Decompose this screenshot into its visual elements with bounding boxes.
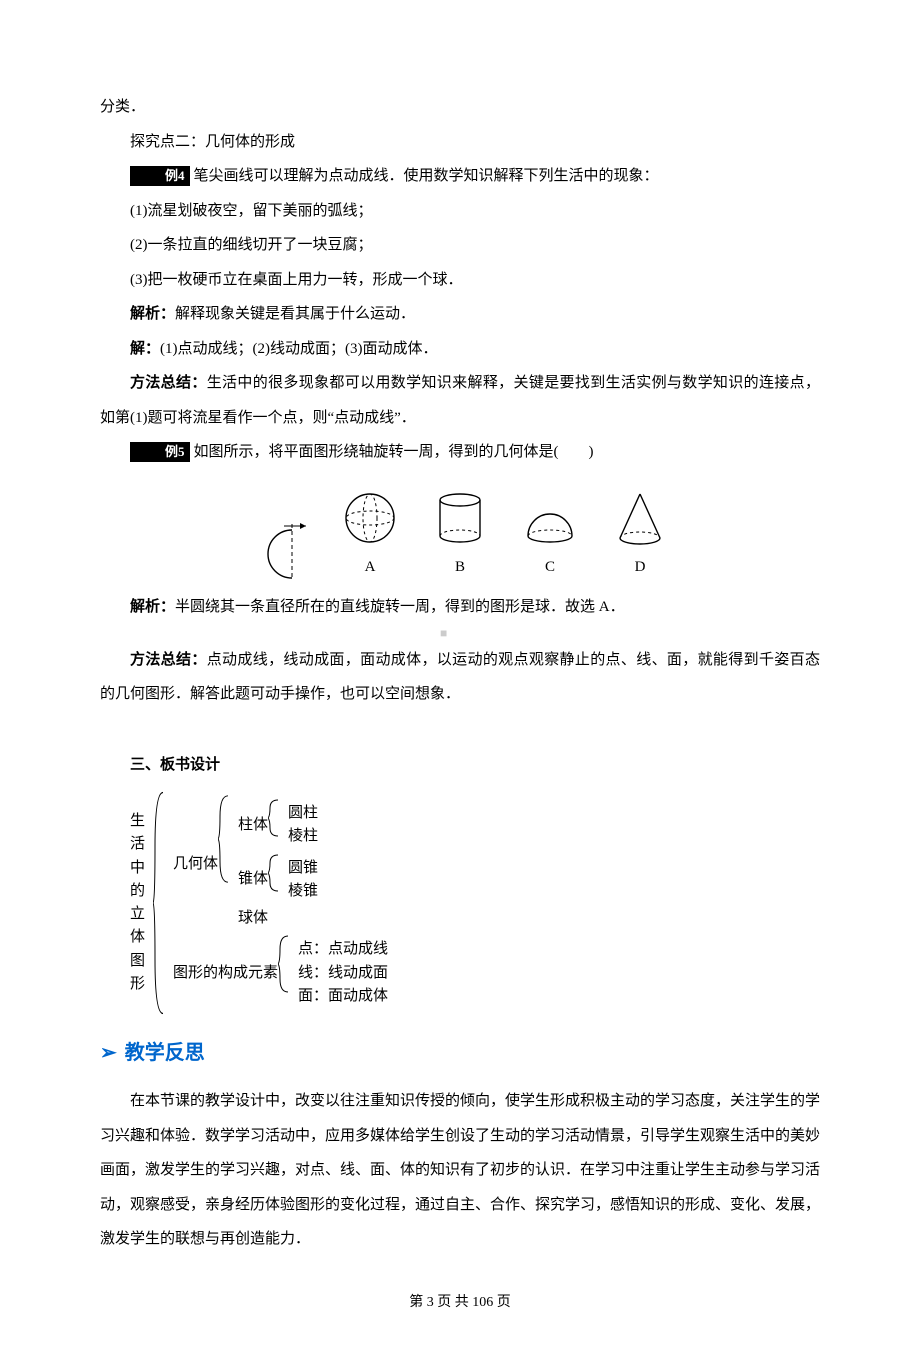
tree-leaf: 棱锥 [280, 880, 318, 903]
semicircle-icon [250, 520, 310, 584]
footer-total: 106 [472, 1295, 493, 1310]
tree-level-3: 圆柱 棱柱 [280, 798, 318, 853]
method-summary-2: 方法总结：点动成线，线动成面，面动成体，以运动的观点观察静止的点、线、面，就能得… [100, 643, 820, 712]
tree-level-2: 柱体 圆柱 棱柱 锥体 圆锥 棱锥 [230, 794, 318, 934]
tree-leaf: 圆锥 [280, 857, 318, 880]
footer-page: 3 [427, 1295, 434, 1310]
figure-original [250, 520, 310, 584]
root-char: 的 [130, 880, 145, 903]
root-char: 图 [130, 950, 145, 973]
figure-d: D [610, 488, 670, 585]
analysis-2: 解析：半圆绕其一条直径所在的直线旋转一周，得到的图形是球．故选 A． [100, 590, 820, 625]
solution-text: (1)点动成线；(2)线动成面；(3)面动成体． [160, 341, 437, 357]
page-footer: 第 3 页 共 106 页 [100, 1287, 820, 1319]
method-label: 方法总结： [130, 375, 207, 391]
node-label: 柱体 [238, 814, 268, 837]
tree-leaf: 线：线动成面 [290, 962, 388, 985]
tree-level-3: 圆锥 棱锥 [280, 853, 318, 908]
root-char: 立 [130, 903, 145, 926]
root-char: 生 [130, 810, 145, 833]
root-char: 体 [130, 926, 145, 949]
triangle-icon: ➢ [100, 1030, 117, 1076]
example-text: 如图所示，将平面图形绕轴旋转一周，得到的几何体是( ) [194, 444, 594, 460]
spacer [100, 712, 820, 730]
tree-leaf: 圆柱 [280, 802, 318, 825]
heading-subtopic: 探究点二：几何体的形成 [100, 125, 820, 160]
analysis-label: 解析： [130, 306, 175, 322]
tree-diagram: 生 活 中 的 立 体 图 形 几何体 柱体 圆柱 [130, 790, 820, 1016]
figure-label: A [340, 550, 400, 585]
figure-label: C [520, 550, 580, 585]
solution-label: 解： [130, 341, 160, 357]
footer-text: 页 共 [434, 1295, 473, 1310]
brace-icon [268, 853, 280, 893]
tree-node-column: 柱体 圆柱 棱柱 [230, 798, 318, 853]
tree-level-1: 几何体 柱体 圆柱 棱柱 锥体 [165, 790, 388, 1016]
node-label: 图形的构成元素 [173, 962, 278, 985]
cylinder-icon [430, 488, 490, 548]
brace-icon [153, 790, 165, 1016]
figure-label: B [430, 550, 490, 585]
tree-leaf: 棱柱 [280, 825, 318, 848]
example-marker: 例4 [130, 166, 190, 186]
root-char: 形 [130, 973, 145, 996]
method-text: 点动成线，线动成面，面动成体，以运动的观点观察静止的点、线、面，就能得到千姿百态… [100, 652, 820, 703]
item-2: (2)一条拉直的细线切开了一块豆腐； [100, 228, 820, 263]
tree-leaf: 点：点动成线 [290, 938, 388, 961]
brace-icon [268, 798, 280, 838]
figure-c: C [520, 498, 580, 585]
tree-leaf-sphere: 球体 [230, 907, 318, 930]
node-label: 几何体 [173, 853, 218, 876]
footer-text: 第 [409, 1295, 427, 1310]
example-5: 例5如图所示，将平面图形绕轴旋转一周，得到的几何体是( ) [100, 435, 820, 470]
tree-node-body: 几何体 柱体 圆柱 棱柱 锥体 [165, 794, 388, 934]
example-marker: 例5 [130, 442, 190, 462]
reflection-body: 在本节课的教学设计中，改变以往注重知识传授的倾向，使学生形成积极主动的学习态度，… [100, 1084, 820, 1257]
reflection-title: 教学反思 [125, 1042, 205, 1064]
method-label: 方法总结： [130, 652, 207, 668]
solution: 解：(1)点动成线；(2)线动成面；(3)面动成体． [100, 332, 820, 367]
root-char: 活 [130, 833, 145, 856]
node-label: 锥体 [238, 868, 268, 891]
method-text: 生活中的很多现象都可以用数学知识来解释，关键是要找到生活实例与数学知识的连接点，… [100, 375, 820, 426]
root-char: 中 [130, 857, 145, 880]
tree-level-2: 点：点动成线 线：线动成面 面：面动成体 [290, 934, 388, 1012]
watermark: ■ [440, 620, 447, 648]
paragraph: 分类． [100, 90, 820, 125]
item-1: (1)流星划破夜空，留下美丽的弧线； [100, 194, 820, 229]
figure-label: D [610, 550, 670, 585]
tree-node-cone: 锥体 圆锥 棱锥 [230, 853, 318, 908]
example-text: 笔尖画线可以理解为点动成线．使用数学知识解释下列生活中的现象： [194, 168, 659, 184]
tree-leaf: 面：面动成体 [290, 985, 388, 1008]
method-summary-1: 方法总结：生活中的很多现象都可以用数学知识来解释，关键是要找到生活实例与数学知识… [100, 366, 820, 435]
reflection-header: ➢ 教学反思 [100, 1030, 820, 1076]
analysis-text: 半圆绕其一条直径所在的直线旋转一周，得到的图形是球．故选 A． [175, 599, 625, 615]
tree-root: 生 活 中 的 立 体 图 形 [130, 790, 153, 1016]
item-3: (3)把一枚硬币立在桌面上用力一转，形成一个球． [100, 263, 820, 298]
spacer [100, 625, 820, 643]
brace-icon [278, 934, 290, 994]
cone-icon [610, 488, 670, 548]
figure-row: A B C D [100, 488, 820, 585]
analysis: 解析：解释现象关键是看其属于什么运动． [100, 297, 820, 332]
figure-a: A [340, 488, 400, 585]
analysis-label: 解析： [130, 599, 175, 615]
hemisphere-icon [520, 498, 580, 548]
tree-node-elements: 图形的构成元素 点：点动成线 线：线动成面 面：面动成体 [165, 934, 388, 1012]
example-4: 例4笔尖画线可以理解为点动成线．使用数学知识解释下列生活中的现象： [100, 159, 820, 194]
figure-b: B [430, 488, 490, 585]
brace-icon [218, 794, 230, 884]
board-design-title: 三、板书设计 [100, 748, 820, 783]
analysis-text: 解释现象关键是看其属于什么运动． [175, 306, 415, 322]
sphere-icon [340, 488, 400, 548]
footer-text: 页 [493, 1295, 511, 1310]
